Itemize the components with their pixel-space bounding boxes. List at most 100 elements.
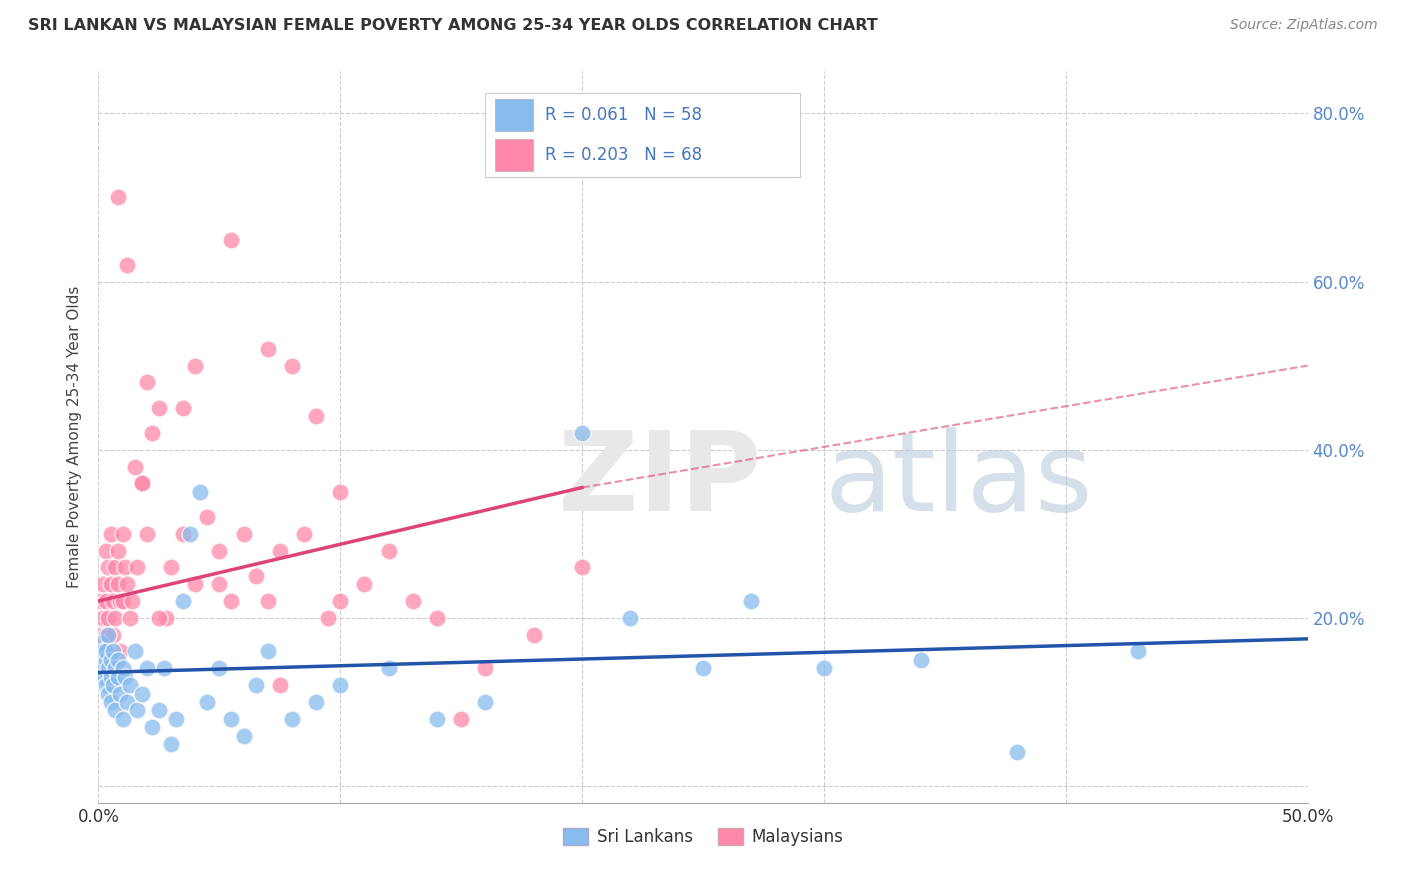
Point xyxy=(108,686,131,700)
Point xyxy=(117,258,139,272)
Point xyxy=(107,653,129,667)
Point xyxy=(131,476,153,491)
Point xyxy=(208,543,231,558)
Point xyxy=(131,476,153,491)
Point xyxy=(100,577,122,591)
Point xyxy=(474,695,496,709)
Point xyxy=(104,611,127,625)
Point xyxy=(232,729,254,743)
Point xyxy=(111,712,134,726)
Point xyxy=(353,577,375,591)
Point xyxy=(305,695,328,709)
Point xyxy=(131,686,153,700)
Point xyxy=(135,661,157,675)
Point xyxy=(256,644,278,658)
Point xyxy=(813,661,835,675)
Point xyxy=(160,737,183,751)
Point xyxy=(155,611,177,625)
Point xyxy=(1128,644,1150,658)
Point xyxy=(426,712,449,726)
Point xyxy=(474,661,496,675)
Point xyxy=(281,712,304,726)
Point xyxy=(118,611,141,625)
Point xyxy=(108,594,131,608)
Point xyxy=(124,459,146,474)
Point xyxy=(305,409,328,423)
Point xyxy=(148,401,170,415)
Point xyxy=(94,653,117,667)
Y-axis label: Female Poverty Among 25-34 Year Olds: Female Poverty Among 25-34 Year Olds xyxy=(67,286,83,588)
Point xyxy=(108,644,131,658)
Point xyxy=(377,661,399,675)
Point xyxy=(208,577,231,591)
Text: ZIP: ZIP xyxy=(558,427,761,534)
Point xyxy=(740,594,762,608)
Point xyxy=(100,653,122,667)
Point xyxy=(111,661,134,675)
Point xyxy=(97,627,120,641)
Point xyxy=(571,560,593,574)
Point xyxy=(90,653,112,667)
Point xyxy=(329,678,352,692)
Point xyxy=(377,543,399,558)
Point xyxy=(94,678,117,692)
Point xyxy=(101,644,124,658)
Point xyxy=(692,661,714,675)
Point xyxy=(316,611,339,625)
Legend: Sri Lankans, Malaysians: Sri Lankans, Malaysians xyxy=(557,822,849,853)
Point xyxy=(141,720,163,734)
Point xyxy=(97,686,120,700)
Point xyxy=(117,695,139,709)
Point xyxy=(100,670,122,684)
Point xyxy=(127,703,149,717)
Point xyxy=(94,644,117,658)
Point xyxy=(117,577,139,591)
Point xyxy=(221,233,243,247)
Point xyxy=(148,611,170,625)
Point xyxy=(195,695,218,709)
Point xyxy=(91,577,114,591)
Point xyxy=(256,594,278,608)
Point xyxy=(184,359,207,373)
Point xyxy=(91,644,114,658)
Point xyxy=(90,636,112,650)
Point xyxy=(172,401,194,415)
Point xyxy=(111,594,134,608)
Point xyxy=(402,594,425,608)
Point xyxy=(329,484,352,499)
Point xyxy=(91,661,114,675)
Point xyxy=(179,526,201,541)
Point xyxy=(90,627,112,641)
Point xyxy=(104,560,127,574)
Point xyxy=(148,703,170,717)
Text: atlas: atlas xyxy=(824,427,1092,534)
Point xyxy=(107,190,129,204)
Point xyxy=(97,661,120,675)
Point xyxy=(135,526,157,541)
Point xyxy=(523,627,546,641)
Point xyxy=(91,670,114,684)
Point xyxy=(114,670,136,684)
Point xyxy=(256,342,278,356)
Point xyxy=(195,510,218,524)
Point xyxy=(188,484,211,499)
Point xyxy=(124,644,146,658)
Point xyxy=(910,653,932,667)
Point xyxy=(184,577,207,591)
Point xyxy=(152,661,174,675)
Point xyxy=(450,712,472,726)
Point xyxy=(91,653,114,667)
Point xyxy=(165,712,187,726)
Point xyxy=(101,678,124,692)
Point xyxy=(245,569,267,583)
Point xyxy=(107,543,129,558)
Point xyxy=(141,425,163,440)
Point xyxy=(160,560,183,574)
Point xyxy=(426,611,449,625)
Point xyxy=(172,594,194,608)
Point xyxy=(245,678,267,692)
Point xyxy=(292,526,315,541)
Point xyxy=(104,703,127,717)
Point xyxy=(90,594,112,608)
Text: Source: ZipAtlas.com: Source: ZipAtlas.com xyxy=(1230,18,1378,32)
